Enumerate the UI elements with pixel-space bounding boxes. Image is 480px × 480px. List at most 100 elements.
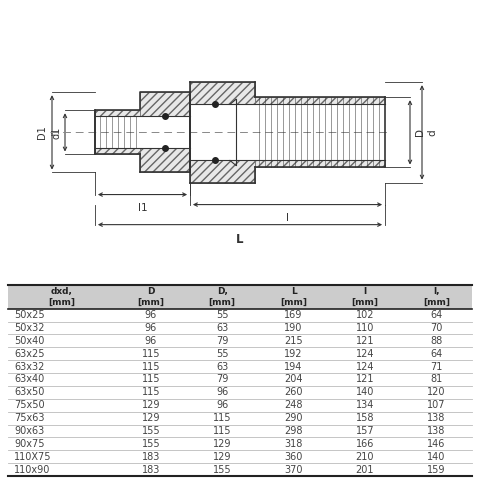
Text: 96: 96	[144, 323, 157, 333]
Text: 81: 81	[430, 374, 443, 384]
Text: 50x40: 50x40	[14, 336, 44, 346]
Text: 115: 115	[142, 374, 160, 384]
Text: D1: D1	[37, 125, 47, 139]
Text: 155: 155	[142, 426, 160, 436]
Text: 110X75: 110X75	[14, 452, 51, 462]
Text: 155: 155	[213, 465, 231, 475]
Text: 159: 159	[427, 465, 445, 475]
Text: 183: 183	[142, 452, 160, 462]
Text: 64: 64	[430, 310, 443, 320]
Text: 63: 63	[216, 323, 228, 333]
Text: 50x32: 50x32	[14, 323, 45, 333]
Text: 155: 155	[142, 439, 160, 449]
Text: L: L	[236, 233, 244, 246]
Text: 115: 115	[142, 349, 160, 359]
Text: 248: 248	[284, 400, 303, 410]
Bar	[140, 92, 190, 116]
Text: 90x75: 90x75	[14, 439, 45, 449]
Text: 63x40: 63x40	[14, 374, 44, 384]
Text: 55: 55	[216, 310, 228, 320]
Text: 260: 260	[284, 387, 303, 397]
Text: 157: 157	[356, 426, 374, 436]
Bar	[255, 97, 385, 104]
Text: 64: 64	[430, 349, 443, 359]
Text: D: D	[415, 128, 425, 136]
Text: 79: 79	[216, 336, 228, 346]
Bar	[255, 160, 385, 168]
Text: l: l	[286, 213, 289, 223]
Text: D
[mm]: D [mm]	[137, 287, 164, 306]
Text: 115: 115	[142, 387, 160, 397]
Text: 71: 71	[430, 361, 443, 372]
Text: 201: 201	[356, 465, 374, 475]
Bar	[8, 285, 472, 309]
Text: l1: l1	[138, 203, 147, 213]
Bar	[95, 110, 140, 116]
Text: 290: 290	[284, 413, 303, 423]
Text: 183: 183	[142, 465, 160, 475]
Bar	[190, 160, 255, 182]
Text: 115: 115	[213, 413, 231, 423]
Text: 318: 318	[284, 439, 303, 449]
Text: 121: 121	[356, 336, 374, 346]
Text: 129: 129	[142, 400, 160, 410]
Text: l,
[mm]: l, [mm]	[423, 287, 450, 306]
Text: 79: 79	[216, 374, 228, 384]
Text: 63x32: 63x32	[14, 361, 44, 372]
Text: 360: 360	[284, 452, 303, 462]
Text: 166: 166	[356, 439, 374, 449]
Text: 370: 370	[284, 465, 303, 475]
Text: 140: 140	[427, 452, 445, 462]
Text: 120: 120	[427, 387, 445, 397]
Text: 121: 121	[356, 374, 374, 384]
Text: 63x25: 63x25	[14, 349, 45, 359]
Text: 129: 129	[213, 439, 231, 449]
Text: 298: 298	[284, 426, 303, 436]
Text: 129: 129	[213, 452, 231, 462]
Text: 90x63: 90x63	[14, 426, 44, 436]
Text: 129: 129	[142, 413, 160, 423]
Text: 138: 138	[427, 413, 445, 423]
Text: 63x50: 63x50	[14, 387, 44, 397]
Text: 210: 210	[356, 452, 374, 462]
Text: 192: 192	[284, 349, 303, 359]
Text: 138: 138	[427, 426, 445, 436]
Text: d1: d1	[51, 126, 61, 139]
Text: 124: 124	[356, 361, 374, 372]
Text: 115: 115	[213, 426, 231, 436]
Text: 215: 215	[284, 336, 303, 346]
Text: 190: 190	[284, 323, 303, 333]
Text: 169: 169	[284, 310, 303, 320]
Text: 63: 63	[216, 361, 228, 372]
Text: 204: 204	[284, 374, 303, 384]
Text: 110x90: 110x90	[14, 465, 50, 475]
Text: 96: 96	[144, 310, 157, 320]
Bar	[140, 148, 190, 172]
Text: 146: 146	[427, 439, 445, 449]
Text: 102: 102	[356, 310, 374, 320]
Text: 88: 88	[430, 336, 443, 346]
Text: 96: 96	[216, 400, 228, 410]
Text: 70: 70	[430, 323, 443, 333]
Bar	[95, 148, 140, 155]
Text: l
[mm]: l [mm]	[351, 287, 378, 306]
Text: 158: 158	[356, 413, 374, 423]
Text: 75x63: 75x63	[14, 413, 45, 423]
Bar	[190, 82, 255, 104]
Text: d: d	[427, 129, 437, 136]
Text: 134: 134	[356, 400, 374, 410]
Text: 124: 124	[356, 349, 374, 359]
Text: 75x50: 75x50	[14, 400, 45, 410]
Text: 96: 96	[144, 336, 157, 346]
Text: D,
[mm]: D, [mm]	[209, 287, 236, 306]
Text: L
[mm]: L [mm]	[280, 287, 307, 306]
Text: 107: 107	[427, 400, 445, 410]
Text: 140: 140	[356, 387, 374, 397]
Text: 55: 55	[216, 349, 228, 359]
Text: dxd,
[mm]: dxd, [mm]	[48, 287, 75, 306]
Text: 50x25: 50x25	[14, 310, 45, 320]
Text: 194: 194	[284, 361, 303, 372]
Text: 110: 110	[356, 323, 374, 333]
Text: 115: 115	[142, 361, 160, 372]
Text: 96: 96	[216, 387, 228, 397]
